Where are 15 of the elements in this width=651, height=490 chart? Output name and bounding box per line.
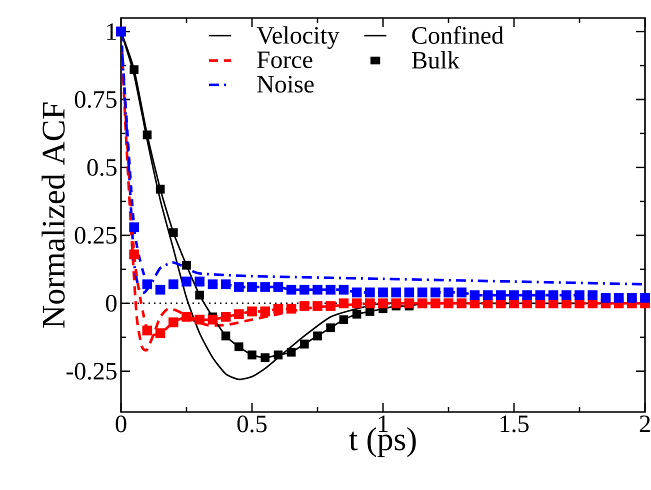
legend-label: Velocity (256, 26, 340, 49)
x-tick-label: 1.5 (500, 416, 529, 432)
y-tick-label: 0 (106, 294, 117, 312)
annotation: Confined (412, 26, 504, 44)
y-axis-title: Normalized ACF (42, 102, 65, 328)
legend-label: Noise (257, 76, 314, 93)
y-tick-label: 1 (107, 23, 116, 40)
legend-label: Bulk (412, 51, 460, 69)
y-tick-label: -0.25 (66, 362, 117, 380)
x-tick-label: 2 (640, 416, 650, 432)
y-tick-label: 0.5 (87, 158, 117, 176)
y-tick-label: 0.25 (74, 226, 117, 244)
y-tick-label: 0.75 (74, 91, 117, 108)
legend-label: Force (257, 52, 312, 68)
x-tick-label: 0.5 (237, 416, 267, 432)
